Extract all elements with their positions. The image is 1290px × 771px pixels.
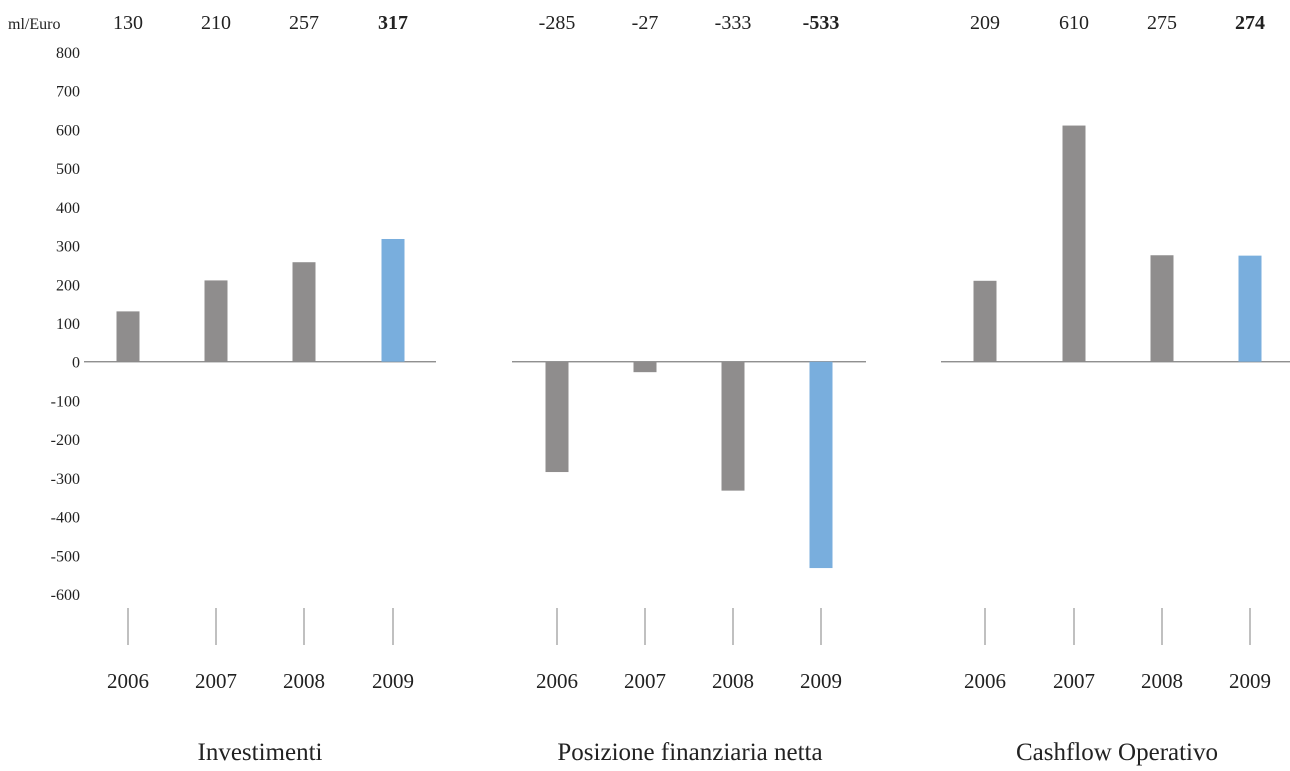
x-tick-label: 2008: [283, 669, 325, 693]
bar: [545, 361, 569, 473]
x-tick-label: 2007: [1053, 669, 1095, 693]
y-tick-label: 200: [56, 277, 80, 294]
bar: [292, 262, 316, 362]
x-tick-label: 2007: [624, 669, 666, 693]
bar: [809, 361, 833, 569]
value-label: -285: [539, 12, 576, 34]
value-label: 274: [1235, 12, 1265, 34]
x-tick-label: 2006: [107, 669, 149, 693]
x-tick-label: 2007: [195, 669, 237, 693]
bar: [1062, 125, 1086, 362]
value-label: 317: [378, 12, 408, 34]
unit-label: ml/Euro: [8, 16, 60, 33]
x-tick-label: 2008: [1141, 669, 1183, 693]
bar: [633, 361, 657, 373]
y-tick-label: 100: [56, 316, 80, 333]
value-label: 209: [970, 12, 1000, 34]
chart-panel: -285 2006 -27 2007 -333 2008 -533 2009 Posizione…: [512, 12, 866, 766]
chart-panels: 130 2006 210 2007 257 2008 317 2009 Investimenti…: [84, 12, 1290, 766]
value-label: 210: [201, 12, 231, 34]
value-label: 275: [1147, 12, 1177, 34]
y-tick-label: -100: [51, 393, 80, 410]
panel-title: Investimenti: [198, 739, 323, 766]
y-tick-label: 400: [56, 200, 80, 217]
bar: [381, 238, 405, 362]
y-tick-label: 800: [56, 45, 80, 62]
y-tick-label: -200: [51, 432, 80, 449]
chart-panel: 209 2006 610 2007 275 2008 274 2009 Cashflow Ope…: [941, 12, 1290, 766]
y-axis: 800 700 600 500 400 300 200 100 0 -100 -200 -300 -40…: [51, 45, 80, 604]
x-tick-label: 2009: [800, 669, 842, 693]
panel-title: Cashflow Operativo: [1016, 739, 1218, 766]
bar: [116, 311, 140, 362]
y-tick-label: -600: [51, 587, 80, 604]
chart-panel: 130 2006 210 2007 257 2008 317 2009 Investimenti: [84, 12, 436, 766]
x-tick-label: 2006: [536, 669, 578, 693]
value-label: 130: [113, 12, 143, 34]
bar: [204, 280, 228, 362]
y-tick-label: 0: [72, 355, 80, 372]
y-tick-label: -400: [51, 510, 80, 527]
bar: [721, 361, 745, 491]
y-tick-label: -500: [51, 548, 80, 565]
y-tick-label: 500: [56, 161, 80, 178]
x-tick-label: 2006: [964, 669, 1006, 693]
value-label: 257: [289, 12, 319, 34]
value-label: -533: [803, 12, 840, 34]
x-tick-label: 2008: [712, 669, 754, 693]
y-tick-label: 300: [56, 239, 80, 256]
bar: [1238, 255, 1262, 362]
value-label: -27: [632, 12, 659, 34]
panel-title: Posizione finanziaria netta: [557, 739, 822, 766]
bar: [973, 280, 997, 362]
y-tick-label: -300: [51, 471, 80, 488]
x-tick-label: 2009: [1229, 669, 1271, 693]
bar: [1150, 255, 1174, 362]
x-tick-label: 2009: [372, 669, 414, 693]
value-label: 610: [1059, 12, 1089, 34]
value-label: -333: [715, 12, 752, 34]
y-tick-label: 600: [56, 122, 80, 139]
y-tick-label: 700: [56, 84, 80, 101]
